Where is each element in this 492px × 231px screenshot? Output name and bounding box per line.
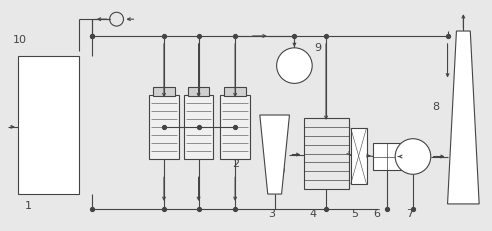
Circle shape	[277, 48, 312, 83]
Polygon shape	[260, 115, 289, 194]
Text: 6: 6	[373, 209, 380, 219]
Text: 7: 7	[406, 209, 413, 219]
Text: 4: 4	[309, 209, 316, 219]
Bar	[224, 87, 246, 96]
Text: 3: 3	[268, 209, 275, 219]
Bar	[373, 143, 401, 170]
Text: 2: 2	[232, 159, 239, 169]
Text: 5: 5	[351, 209, 358, 219]
Bar	[304, 118, 349, 189]
Bar	[220, 95, 250, 159]
Text: 9: 9	[314, 43, 321, 53]
Bar	[153, 87, 175, 96]
Text: 10: 10	[13, 35, 27, 45]
Polygon shape	[448, 31, 479, 204]
Circle shape	[395, 139, 431, 174]
Bar	[351, 128, 367, 184]
Text: 1: 1	[25, 201, 31, 211]
Bar	[184, 95, 214, 159]
Bar	[149, 95, 179, 159]
Bar	[188, 87, 210, 96]
Bar	[18, 56, 79, 194]
Text: 8: 8	[433, 102, 440, 112]
